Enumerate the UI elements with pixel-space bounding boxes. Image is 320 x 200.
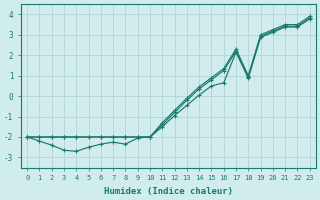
X-axis label: Humidex (Indice chaleur): Humidex (Indice chaleur)	[104, 187, 233, 196]
